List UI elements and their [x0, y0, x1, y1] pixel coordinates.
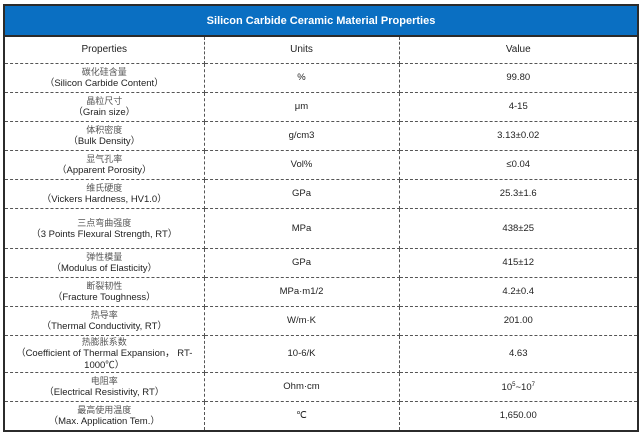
unit-cell: W/m·K	[203, 306, 400, 336]
property-name-english: （Vickers Hardness, HV1.0）	[41, 194, 167, 205]
value-base: 10	[501, 382, 513, 394]
value-cell: 99.80	[398, 63, 637, 93]
property-name-english: （Electrical Resistivity, RT）	[44, 387, 165, 398]
table-row: 断裂韧性 （Fracture Toughness） MPa·m1/2 4.2±0.4	[5, 277, 637, 307]
property-name-english: （3 Points Flexural Strength, RT）	[31, 228, 178, 240]
value-base: 10	[521, 382, 532, 394]
header-units: Units	[203, 37, 400, 64]
property-name-english: （Coefficient of Thermal Expansion， RT-10…	[16, 348, 193, 371]
property-name-chinese: 弹性模量	[86, 252, 123, 262]
property-cell: 电阻率 （Electrical Resistivity, RT）	[5, 372, 205, 402]
table-row: 三点弯曲强度 （3 Points Flexural Strength, RT） MP…	[5, 208, 637, 249]
value-cell: 3.13±0.02	[398, 121, 637, 151]
property-name-english: （Apparent Porosity）	[56, 165, 152, 176]
header-properties: Properties	[5, 37, 205, 64]
property-name-chinese: 热膨胀系数	[81, 337, 127, 347]
value-cell: 438±25	[398, 208, 637, 249]
unit-cell: g/cm3	[203, 121, 400, 151]
value-cell: 4-15	[398, 92, 637, 122]
property-name-english: （Modulus of Elasticity）	[51, 263, 158, 274]
property-name-english: （Fracture Toughness）	[52, 292, 156, 303]
value-cell: 4.2±0.4	[398, 277, 637, 307]
value-exponent: 5	[512, 382, 516, 389]
property-name-english: （Thermal Conductivity, RT）	[41, 321, 167, 332]
table-title: Silicon Carbide Ceramic Material Propert…	[5, 6, 637, 37]
property-name-chinese: 热导率	[90, 310, 118, 320]
table-row: 热膨胀系数 （Coefficient of Thermal Expansion， …	[5, 335, 637, 373]
properties-table-container: Silicon Carbide Ceramic Material Propert…	[3, 4, 639, 432]
property-name-chinese: 碳化硅含量	[81, 67, 127, 77]
property-cell: 热导率 （Thermal Conductivity, RT）	[5, 306, 205, 336]
property-name-chinese: 晶粒尺寸	[86, 96, 123, 106]
value-exponent: 7	[531, 382, 535, 389]
unit-cell: 10-6/K	[203, 335, 400, 373]
value-cell: 105~107	[398, 372, 637, 402]
property-name-chinese: 体积密度	[86, 125, 123, 135]
table-row: 维氏硬度 （Vickers Hardness, HV1.0） GPa 25.3±1.6	[5, 179, 637, 209]
property-name-english: （Max. Application Tem.）	[48, 415, 160, 427]
header-value: Value	[398, 37, 637, 64]
unit-cell: MPa	[203, 208, 400, 249]
value-separator: ~	[515, 382, 522, 394]
value-cell: 4.63	[398, 335, 637, 373]
table-row: 体积密度 （Bulk Density） g/cm3 3.13±0.02	[5, 121, 637, 151]
property-name-chinese: 最高使用温度	[77, 404, 132, 415]
property-name-chinese: 维氏硬度	[86, 183, 123, 193]
table-row: 最高使用温度 （Max. Application Tem.） ℃ 1,650.00	[5, 401, 637, 430]
table-row: 晶粒尺寸 （Grain size） μm 4-15	[5, 92, 637, 122]
property-cell: 最高使用温度 （Max. Application Tem.）	[5, 401, 205, 430]
table-row: 电阻率 （Electrical Resistivity, RT） Ohm·cm 105…	[5, 372, 637, 402]
header-row: Properties Units Value	[5, 37, 637, 64]
table-row: 碳化硅含量 （Silicon Carbide Content）% 99.80	[5, 63, 637, 93]
property-cell: 断裂韧性 （Fracture Toughness）	[5, 277, 205, 307]
property-name-chinese: 断裂韧性	[86, 281, 123, 291]
unit-cell: MPa·m1/2	[203, 277, 400, 307]
property-name-english: （Silicon Carbide Content）	[44, 78, 164, 89]
property-cell: 碳化硅含量 （Silicon Carbide Content）	[5, 63, 205, 93]
property-name-english: （Bulk Density）	[68, 136, 141, 147]
property-name-english: （Grain size）	[73, 107, 136, 118]
property-cell: 弹性模量 （Modulus of Elasticity）	[5, 248, 205, 278]
properties-table: Properties Units Value 碳化硅含量 （Silicon Car…	[5, 37, 637, 430]
unit-cell: ℃	[203, 401, 400, 430]
property-cell: 晶粒尺寸 （Grain size）	[5, 92, 205, 122]
unit-cell: Vol%	[203, 150, 400, 180]
property-cell: 显气孔率 （Apparent Porosity）	[5, 150, 205, 180]
unit-cell: GPa	[203, 248, 400, 278]
value-cell: 25.3±1.6	[398, 179, 637, 209]
table-row: 显气孔率 （Apparent Porosity） Vol% ≤0.04	[5, 150, 637, 180]
property-cell: 三点弯曲强度 （3 Points Flexural Strength, RT）	[5, 208, 205, 249]
value-cell: 1,650.00	[398, 401, 637, 430]
unit-cell: GPa	[203, 179, 400, 209]
property-cell: 维氏硬度 （Vickers Hardness, HV1.0）	[5, 179, 205, 209]
value-cell: ≤0.04	[398, 150, 637, 180]
unit-cell: μm	[203, 92, 400, 122]
property-cell: 体积密度 （Bulk Density）	[5, 121, 205, 151]
unit-cell: %	[203, 63, 400, 93]
table-row: 热导率 （Thermal Conductivity, RT） W/m·K 201.00	[5, 306, 637, 336]
property-cell: 热膨胀系数 （Coefficient of Thermal Expansion， …	[5, 335, 205, 373]
property-name-chinese: 三点弯曲强度	[77, 217, 132, 228]
value-cell: 201.00	[398, 306, 637, 336]
value-cell: 415±12	[398, 248, 637, 278]
property-name-chinese: 电阻率	[90, 376, 118, 386]
unit-cell: Ohm·cm	[203, 372, 400, 402]
table-row: 弹性模量 （Modulus of Elasticity） GPa 415±12	[5, 248, 637, 278]
property-name-chinese: 显气孔率	[86, 154, 123, 164]
